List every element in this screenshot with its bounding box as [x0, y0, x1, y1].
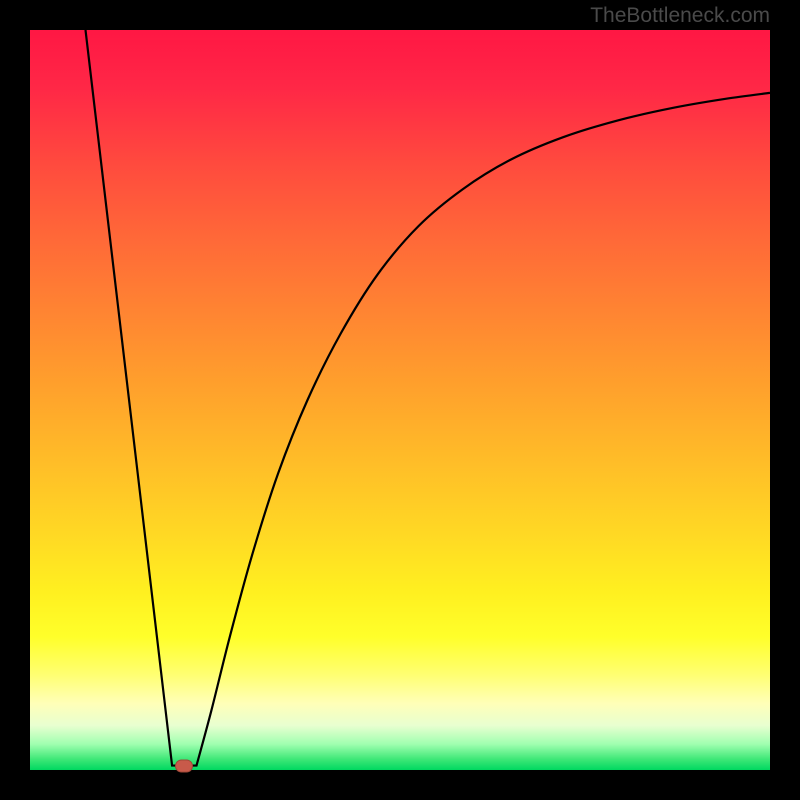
curve-layer [30, 30, 770, 770]
attribution-text: TheBottleneck.com [590, 4, 770, 28]
bottleneck-curve [86, 30, 771, 766]
chart-area [30, 30, 770, 770]
minimum-marker [175, 759, 193, 772]
